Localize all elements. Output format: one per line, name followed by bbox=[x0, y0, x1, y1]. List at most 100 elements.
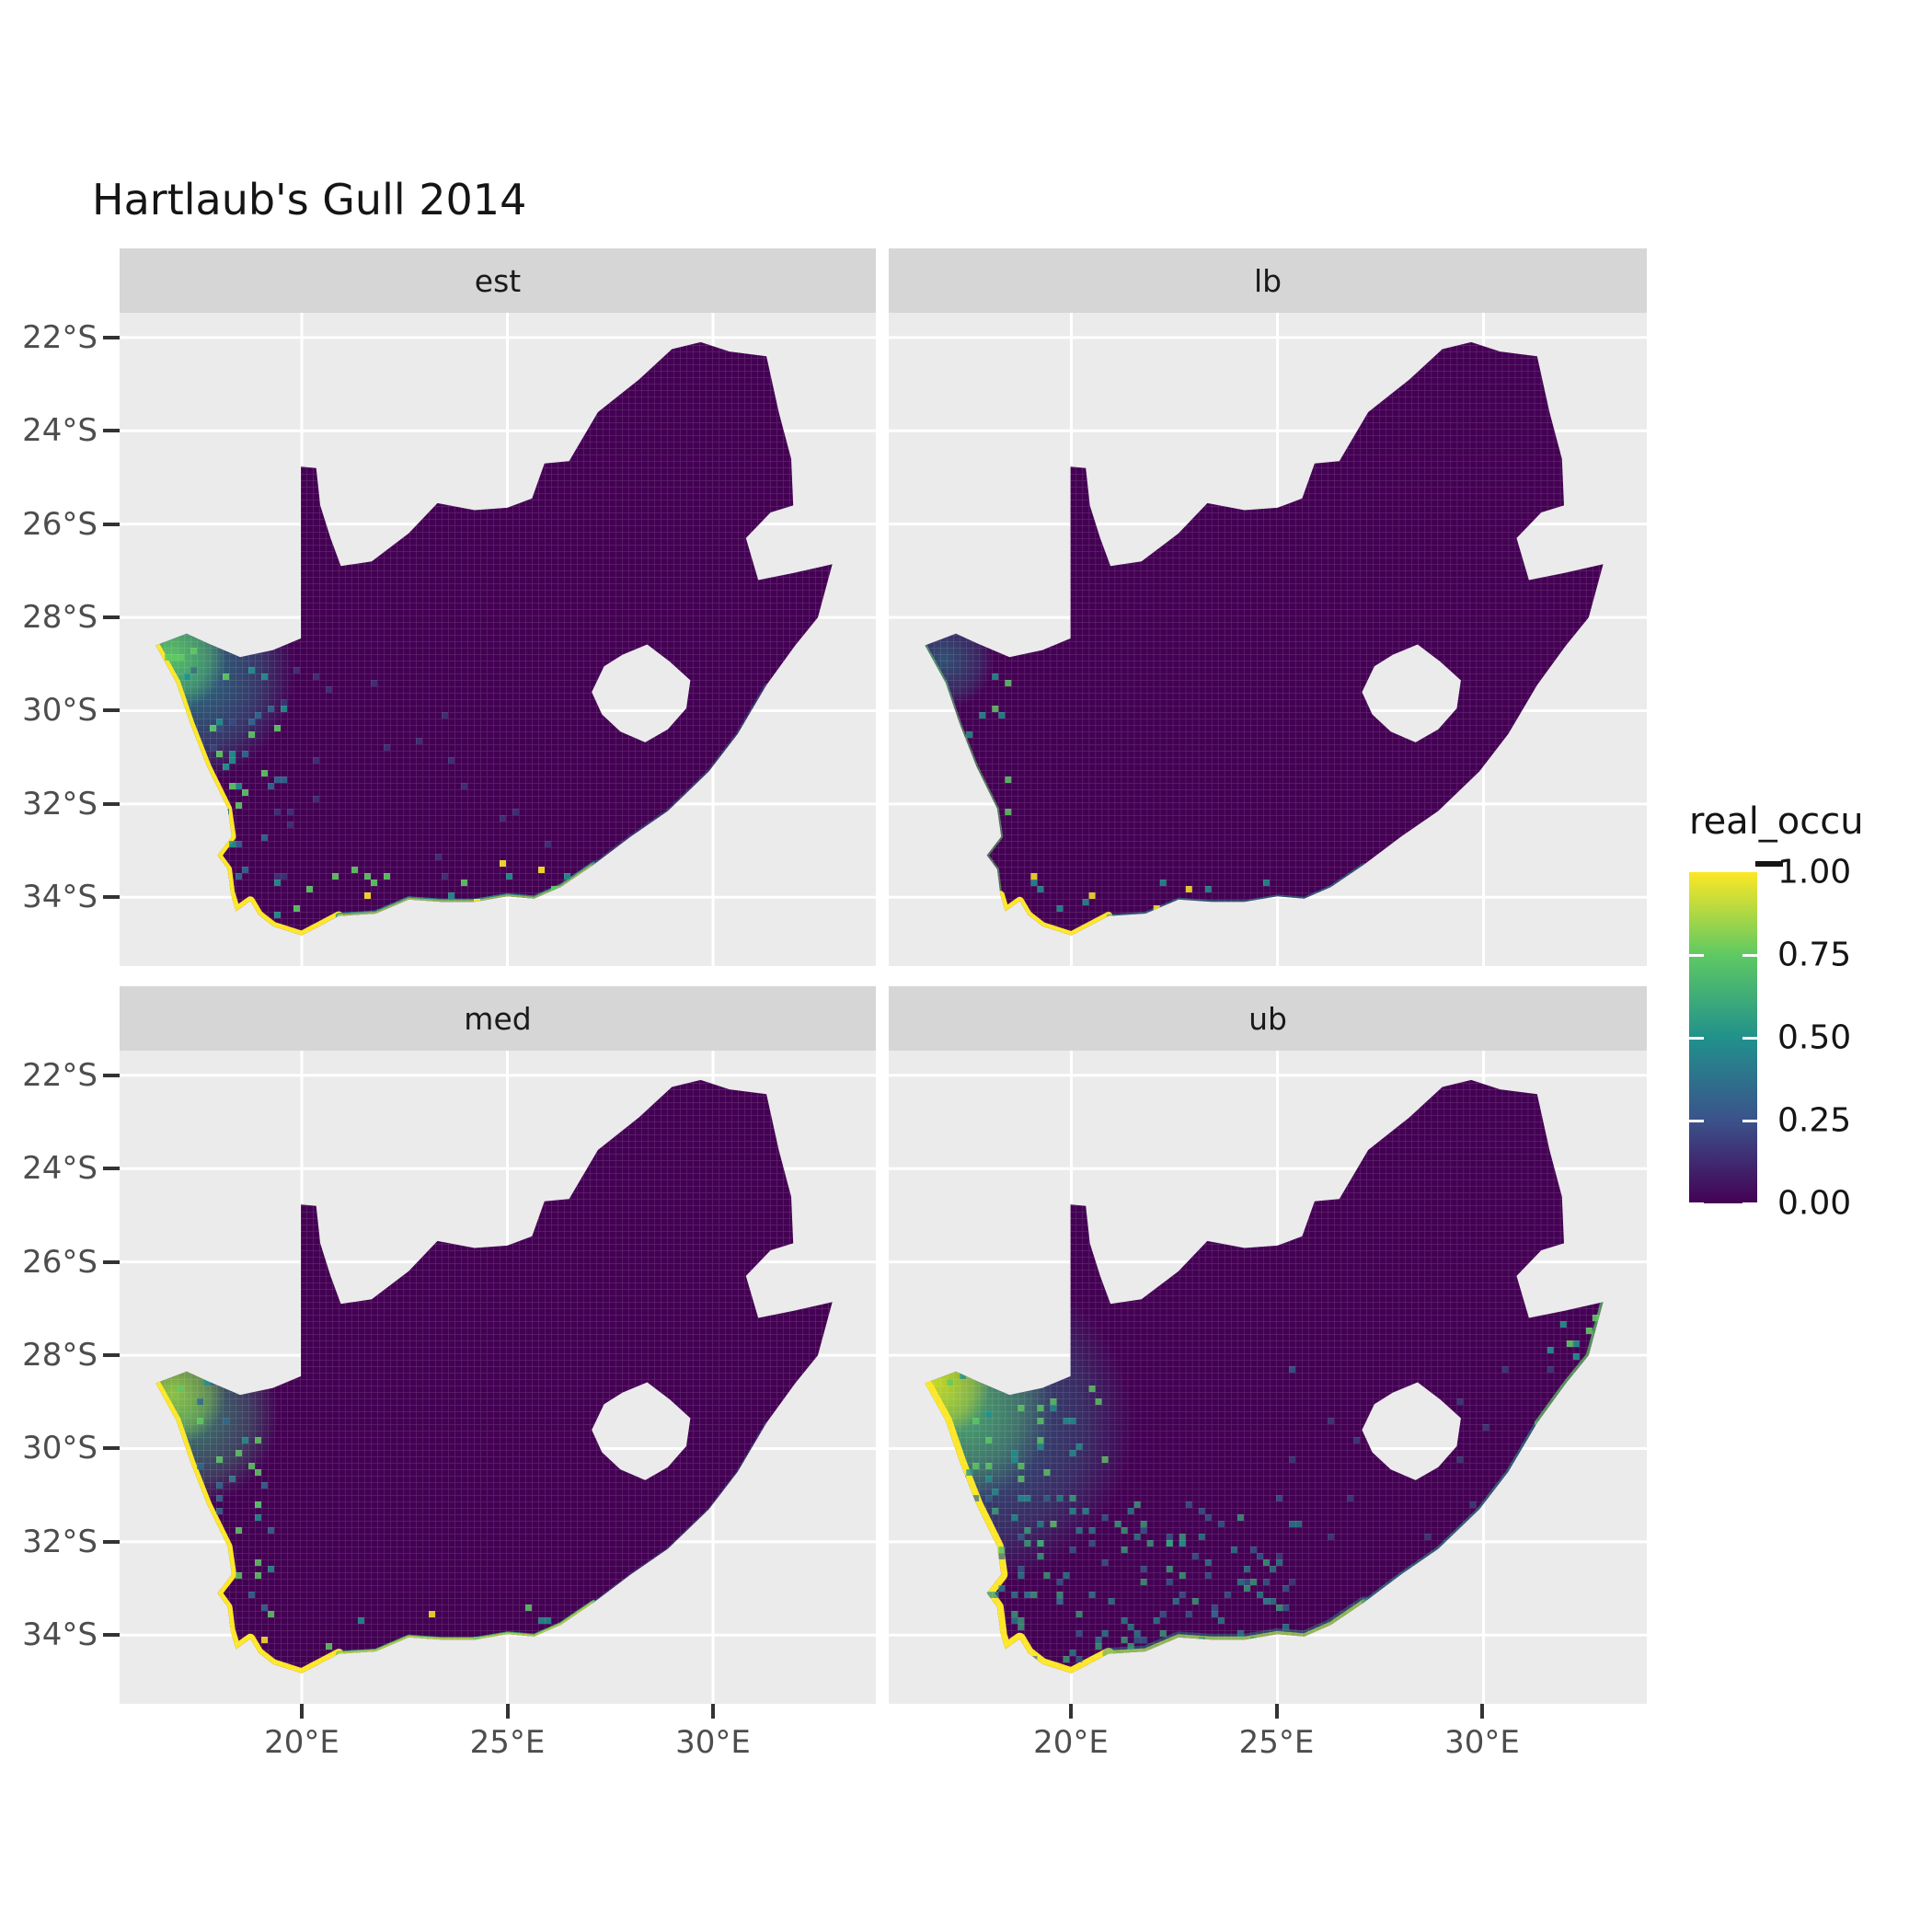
x-axis-tick bbox=[1069, 1704, 1074, 1719]
y-axis-tick bbox=[103, 1167, 120, 1171]
y-axis-tick bbox=[103, 1353, 120, 1358]
y-axis-tick bbox=[103, 895, 120, 900]
occupancy-cell bbox=[242, 1373, 248, 1379]
y-axis-tick bbox=[103, 335, 120, 339]
legend-bar-tick bbox=[1742, 1120, 1757, 1122]
occupancy-cell bbox=[960, 738, 967, 744]
y-axis-label: 22°S bbox=[22, 318, 98, 356]
occupancy-cell bbox=[178, 1604, 184, 1611]
occupancy-cell bbox=[940, 738, 948, 744]
occupancy-cell bbox=[184, 828, 190, 834]
legend-top-tick bbox=[1755, 861, 1783, 867]
occupancy-cell bbox=[538, 1637, 545, 1643]
raster-grid-texture bbox=[925, 1079, 1604, 1673]
legend-label: 0.75 bbox=[1777, 936, 1852, 974]
occupancy-cell bbox=[1592, 1340, 1599, 1347]
occupancy-cell bbox=[985, 1379, 993, 1386]
y-axis-label: 26°S bbox=[22, 1243, 98, 1281]
occupancy-cell bbox=[1108, 1656, 1115, 1662]
occupancy-cell bbox=[1592, 1366, 1599, 1373]
occupancy-cell bbox=[992, 1566, 999, 1572]
map-panel-med bbox=[120, 1051, 876, 1704]
y-axis-tick bbox=[103, 1073, 120, 1077]
occupancy-cell bbox=[953, 1476, 960, 1482]
y-axis-tick bbox=[103, 1259, 120, 1264]
facet-label-est: est bbox=[474, 262, 522, 299]
occupancy-cell bbox=[416, 1662, 422, 1669]
legend-bar-tick bbox=[1742, 954, 1757, 957]
facet-strip-est: est bbox=[120, 248, 876, 313]
occupancy-cell bbox=[487, 905, 493, 912]
y-axis-tick bbox=[103, 1539, 120, 1544]
occupancy-cell bbox=[1508, 1572, 1515, 1579]
occupancy-cell bbox=[1566, 1398, 1573, 1405]
occupancy-cell bbox=[384, 1650, 390, 1656]
occupancy-cell bbox=[940, 1482, 948, 1489]
occupancy-cell bbox=[190, 809, 197, 815]
occupancy-cell bbox=[197, 757, 203, 764]
occupancy-cell bbox=[940, 783, 948, 789]
occupancy-cell bbox=[960, 1501, 967, 1508]
x-axis-tick bbox=[1274, 1704, 1279, 1719]
occupancy-cell bbox=[165, 1411, 171, 1418]
x-axis-label: 30°E bbox=[675, 1724, 751, 1761]
x-axis-tick bbox=[711, 1704, 716, 1719]
legend-bar-tick bbox=[1689, 1202, 1704, 1205]
occupancy-cell bbox=[171, 1547, 178, 1553]
facet-label-lb: lb bbox=[1253, 262, 1282, 299]
occupancy-cell bbox=[255, 635, 261, 641]
occupancy-cell bbox=[1140, 1662, 1147, 1669]
legend-bar-tick bbox=[1742, 1037, 1757, 1040]
occupancy-cell bbox=[1559, 1418, 1567, 1424]
occupancy-cell bbox=[1191, 1662, 1199, 1669]
legend-bar-tick bbox=[1689, 1120, 1704, 1122]
y-axis-label: 30°S bbox=[22, 1430, 98, 1467]
y-axis-label: 34°S bbox=[22, 1616, 98, 1654]
facet-strip-med: med bbox=[120, 986, 876, 1051]
occupancy-cell bbox=[242, 641, 248, 648]
y-axis-label: 30°S bbox=[22, 692, 98, 730]
map-svg-est bbox=[120, 313, 876, 966]
occupancy-cell bbox=[1566, 1302, 1573, 1308]
legend-label: 0.50 bbox=[1777, 1018, 1852, 1057]
y-axis-tick bbox=[103, 429, 120, 433]
occupancy-cell bbox=[216, 880, 223, 886]
x-axis-label: 20°E bbox=[264, 1724, 339, 1761]
occupancy-cell bbox=[1476, 1579, 1483, 1585]
occupancy-cell bbox=[985, 1662, 993, 1669]
occupancy-cell bbox=[178, 776, 184, 783]
y-axis-label: 32°S bbox=[22, 1523, 98, 1560]
occupancy-cell bbox=[236, 635, 242, 641]
page-title: Hartlaub's Gull 2014 bbox=[92, 175, 527, 224]
occupancy-cell bbox=[178, 1598, 184, 1604]
facet-label-ub: ub bbox=[1248, 1000, 1287, 1037]
x-axis-tick bbox=[1480, 1704, 1485, 1719]
y-axis-label: 28°S bbox=[22, 1337, 98, 1374]
y-axis-label: 24°S bbox=[22, 412, 98, 450]
occupancy-cell bbox=[953, 776, 960, 783]
occupancy-cell bbox=[583, 880, 590, 886]
occupancy-cell bbox=[947, 1456, 954, 1463]
map-panel-ub bbox=[889, 1051, 1647, 1704]
occupancy-cell bbox=[210, 834, 216, 841]
raster-grid-texture bbox=[155, 1079, 833, 1673]
occupancy-cell bbox=[532, 1650, 538, 1656]
map-svg-lb bbox=[889, 313, 1647, 966]
y-axis-label: 24°S bbox=[22, 1150, 98, 1188]
legend-bar-tick bbox=[1689, 1037, 1704, 1040]
x-axis-label: 25°E bbox=[1238, 1724, 1315, 1761]
y-axis-tick bbox=[103, 1446, 120, 1451]
legend-bar-tick bbox=[1742, 1202, 1757, 1205]
occupancy-cell bbox=[171, 1469, 178, 1476]
y-axis-tick bbox=[103, 801, 120, 806]
occupancy-cell bbox=[960, 841, 967, 847]
y-axis-label: 26°S bbox=[22, 505, 98, 543]
map-svg-med bbox=[120, 1051, 876, 1704]
y-axis-label: 28°S bbox=[22, 599, 98, 637]
occupancy-cell bbox=[979, 1656, 986, 1662]
y-axis-label: 32°S bbox=[22, 785, 98, 822]
occupancy-cell bbox=[487, 1643, 493, 1650]
y-axis-tick bbox=[103, 522, 120, 526]
occupancy-cell bbox=[242, 648, 248, 654]
facet-strip-lb: lb bbox=[889, 248, 1647, 313]
